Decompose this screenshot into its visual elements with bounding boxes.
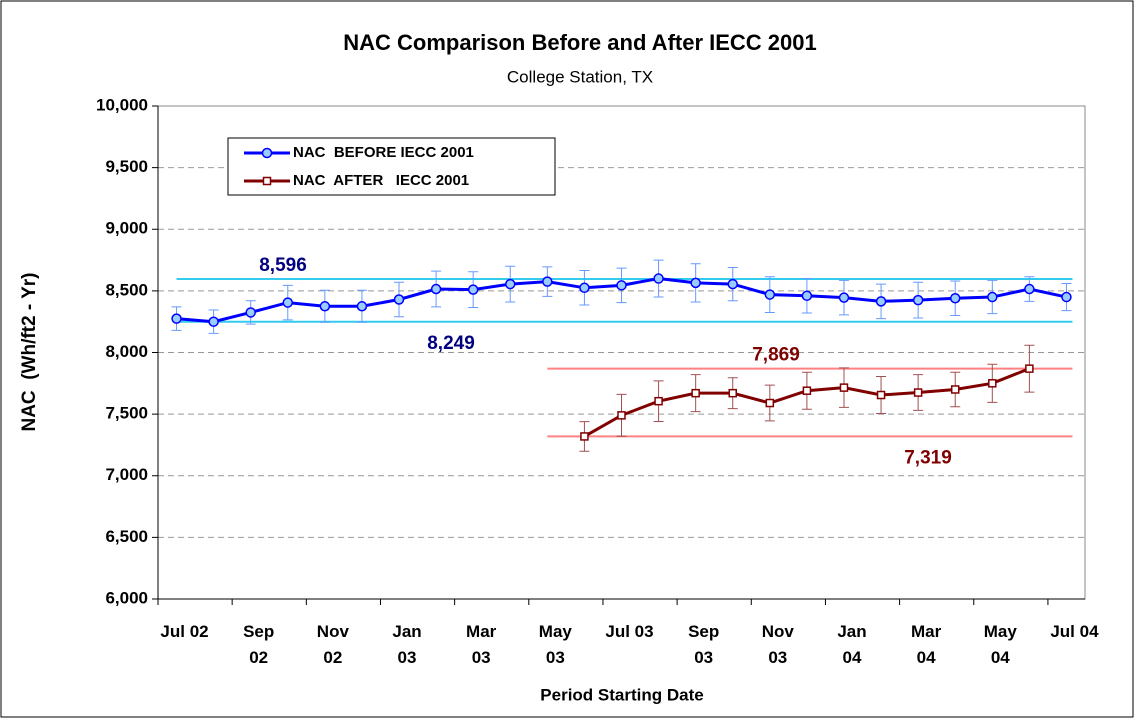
- x-tick-label: Mar 03: [466, 622, 497, 667]
- data-point: [913, 388, 923, 397]
- x-tick-label: Jan 04: [837, 622, 867, 667]
- x-tick-label: May 04: [983, 622, 1017, 667]
- legend-box: [227, 137, 556, 196]
- data-point: [356, 301, 368, 312]
- data-point: [393, 294, 405, 305]
- data-point: [949, 293, 961, 304]
- y-tick-label: 7,500: [105, 404, 148, 423]
- data-point: [950, 385, 960, 394]
- x-tick-label: Sep 02: [243, 622, 275, 667]
- data-point: [838, 292, 850, 303]
- data-point: [467, 284, 479, 295]
- x-tick-label: Jan 03: [392, 622, 422, 667]
- x-tick-label: Sep 03: [688, 622, 720, 667]
- data-point: [802, 386, 812, 395]
- y-tick-label: 6,000: [105, 588, 148, 607]
- y-tick-label: 7,000: [105, 465, 148, 484]
- data-point: [654, 396, 663, 406]
- x-axis-title: Period Starting Date: [540, 685, 703, 704]
- chart-title: NAC Comparison Before and After IECC 200…: [343, 30, 817, 55]
- y-tick-label: 9,000: [105, 219, 148, 238]
- data-point: [875, 296, 887, 307]
- data-point: [765, 398, 775, 408]
- y-tick-label: 9,500: [105, 157, 148, 176]
- data-point: [245, 307, 256, 318]
- reference-label: 8,596: [259, 255, 307, 276]
- data-point: [912, 294, 924, 306]
- data-point: [319, 301, 331, 312]
- y-axis-title: NAC (Wh/ft2 - Yr): [19, 272, 40, 431]
- data-point: [282, 297, 294, 308]
- y-tick-label: 8,000: [105, 342, 148, 361]
- legend-label: NAC BEFORE IECC 2001: [293, 144, 474, 161]
- x-tick-label: Jul 04: [1050, 622, 1099, 641]
- y-tick-label: 10,000: [96, 95, 148, 114]
- data-point: [171, 313, 182, 324]
- data-point: [208, 316, 219, 327]
- legend-marker: [262, 176, 272, 186]
- y-tick-label: 6,500: [105, 527, 148, 546]
- x-tick-label: May 03: [538, 622, 572, 667]
- data-point: [1024, 283, 1035, 295]
- data-point: [430, 283, 442, 295]
- chart-subtitle: College Station, TX: [507, 67, 653, 86]
- data-point: [839, 383, 849, 392]
- data-point: [653, 273, 664, 284]
- x-tick-label: Jul 03: [605, 622, 654, 641]
- data-point: [579, 282, 590, 294]
- x-tick-label: Nov 02: [316, 622, 349, 667]
- data-point: [764, 289, 776, 300]
- data-point: [727, 278, 738, 290]
- data-point: [542, 276, 553, 287]
- data-point: [876, 390, 886, 400]
- data-point: [691, 388, 700, 398]
- reference-label: 7,319: [904, 447, 952, 468]
- legend-label: NAC AFTER IECC 2001: [293, 172, 469, 189]
- data-point: [987, 291, 998, 303]
- data-point: [505, 278, 516, 290]
- reference-label: 8,249: [427, 333, 475, 354]
- x-tick-label: Jul 02: [160, 622, 209, 641]
- legend-marker: [261, 147, 273, 159]
- reference-label: 7,869: [752, 345, 800, 366]
- data-point: [1061, 291, 1072, 303]
- x-tick-label: Mar 04: [911, 622, 942, 667]
- data-point: [728, 388, 737, 398]
- data-point: [801, 290, 813, 302]
- data-point: [616, 280, 627, 291]
- data-point: [1025, 364, 1034, 373]
- y-tick-label: 8,500: [105, 280, 148, 299]
- x-tick-label: Nov 03: [761, 622, 794, 667]
- data-point: [617, 411, 626, 420]
- data-point: [580, 432, 589, 441]
- data-point: [690, 277, 701, 289]
- data-point: [988, 379, 997, 388]
